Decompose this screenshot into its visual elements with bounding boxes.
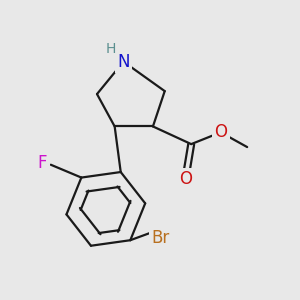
Text: H: H xyxy=(106,42,116,56)
Text: F: F xyxy=(38,154,47,172)
Text: O: O xyxy=(214,123,227,141)
Text: Br: Br xyxy=(151,229,169,247)
Text: N: N xyxy=(117,53,130,71)
Text: O: O xyxy=(179,170,192,188)
